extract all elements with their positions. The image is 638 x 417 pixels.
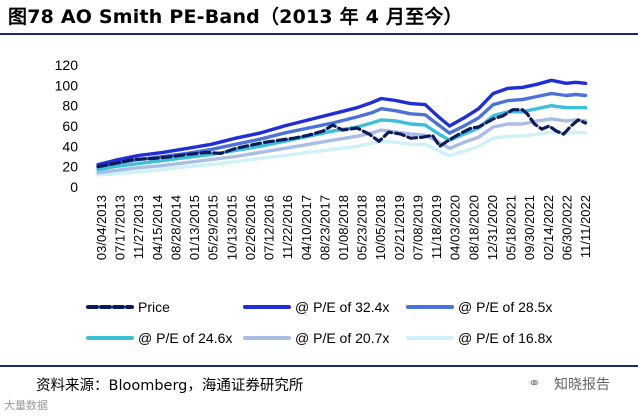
x-tick-label: 04/03/2020 xyxy=(448,195,463,260)
x-tick-label: 07/12/2016 xyxy=(262,195,277,260)
x-tick-label: 10/13/2015 xyxy=(224,195,239,260)
series-line-price xyxy=(96,108,588,169)
x-tick-label: 01/08/2018 xyxy=(336,195,351,260)
x-tick-label: 05/29/2015 xyxy=(206,195,221,260)
x-tick-label: 04/15/2014 xyxy=(150,195,165,260)
y-tick-label: 40 xyxy=(62,138,78,154)
y-tick-label: 0 xyxy=(70,179,78,195)
legend-label: @ P/E of 32.4x xyxy=(295,299,389,315)
legend-label: @ P/E of 24.6x xyxy=(138,330,232,346)
x-tick-label: 12/31/2020 xyxy=(485,195,500,260)
plot-area xyxy=(96,78,588,177)
wechat-icon: ⚭ xyxy=(528,374,541,392)
x-tick-label: 02/21/2019 xyxy=(392,195,407,260)
x-axis: 03/04/2013 07/17/2013 11/27/2013 04/15/2014… xyxy=(94,195,593,260)
series-line-pe-24-6 xyxy=(96,104,588,172)
legend: Price @ P/E of 32.4x @ P/E of 28.5x @ P/E o… xyxy=(86,299,552,346)
x-tick-label: 11/22/2016 xyxy=(280,195,295,259)
x-tick-label: 11/11/2022 xyxy=(578,195,593,258)
y-tick-label: 120 xyxy=(55,57,79,73)
page-title: 图78 AO Smith PE-Band（2013 年 4 月至今） xyxy=(8,6,463,28)
x-tick-label: 04/10/2017 xyxy=(299,195,314,260)
x-tick-label: 06/30/2022 xyxy=(559,195,574,260)
series-line-pe-28-5 xyxy=(96,91,588,169)
x-tick-label: 10/05/2018 xyxy=(373,195,388,260)
watermark-left: 大量数据 xyxy=(4,399,48,412)
watermark-right: 知晓报告 xyxy=(554,377,610,393)
series-line-pe-20-7 xyxy=(96,117,588,175)
x-tick-label: 11/27/2013 xyxy=(131,195,146,259)
legend-label: @ P/E of 20.7x xyxy=(295,330,389,346)
x-tick-label: 02/26/2016 xyxy=(243,195,258,260)
x-tick-label: 05/18/2021 xyxy=(504,195,519,260)
y-axis: 0 20 40 60 80 100 120 xyxy=(55,57,79,195)
title-divider xyxy=(0,33,638,35)
x-tick-label: 09/30/2021 xyxy=(522,195,537,260)
x-tick-label: 02/14/2022 xyxy=(541,195,556,260)
y-tick-label: 100 xyxy=(55,77,79,93)
source-divider xyxy=(0,365,638,367)
x-tick-label: 05/23/2018 xyxy=(355,195,370,260)
series-line-pe-32-4 xyxy=(96,78,588,167)
x-tick-label: 08/18/2020 xyxy=(466,195,481,260)
x-tick-label: 08/28/2014 xyxy=(169,195,184,260)
series-line-pe-16-8 xyxy=(96,130,588,177)
x-tick-label: 01/13/2015 xyxy=(187,195,202,260)
legend-label: @ P/E of 16.8x xyxy=(458,330,552,346)
x-tick-label: 08/23/2017 xyxy=(317,195,332,260)
x-tick-label: 03/04/2013 xyxy=(94,195,109,260)
legend-label: Price xyxy=(138,299,170,315)
x-tick-label: 07/17/2013 xyxy=(113,195,128,260)
x-tick-label: 07/08/2019 xyxy=(411,195,426,260)
y-tick-label: 20 xyxy=(62,159,78,175)
legend-label: @ P/E of 28.5x xyxy=(458,299,552,315)
x-tick-label: 11/18/2019 xyxy=(429,195,444,259)
y-tick-label: 60 xyxy=(62,118,78,134)
y-tick-label: 80 xyxy=(62,98,78,114)
source-note: 资料来源：Bloomberg，海通证券研究所 xyxy=(36,378,304,394)
